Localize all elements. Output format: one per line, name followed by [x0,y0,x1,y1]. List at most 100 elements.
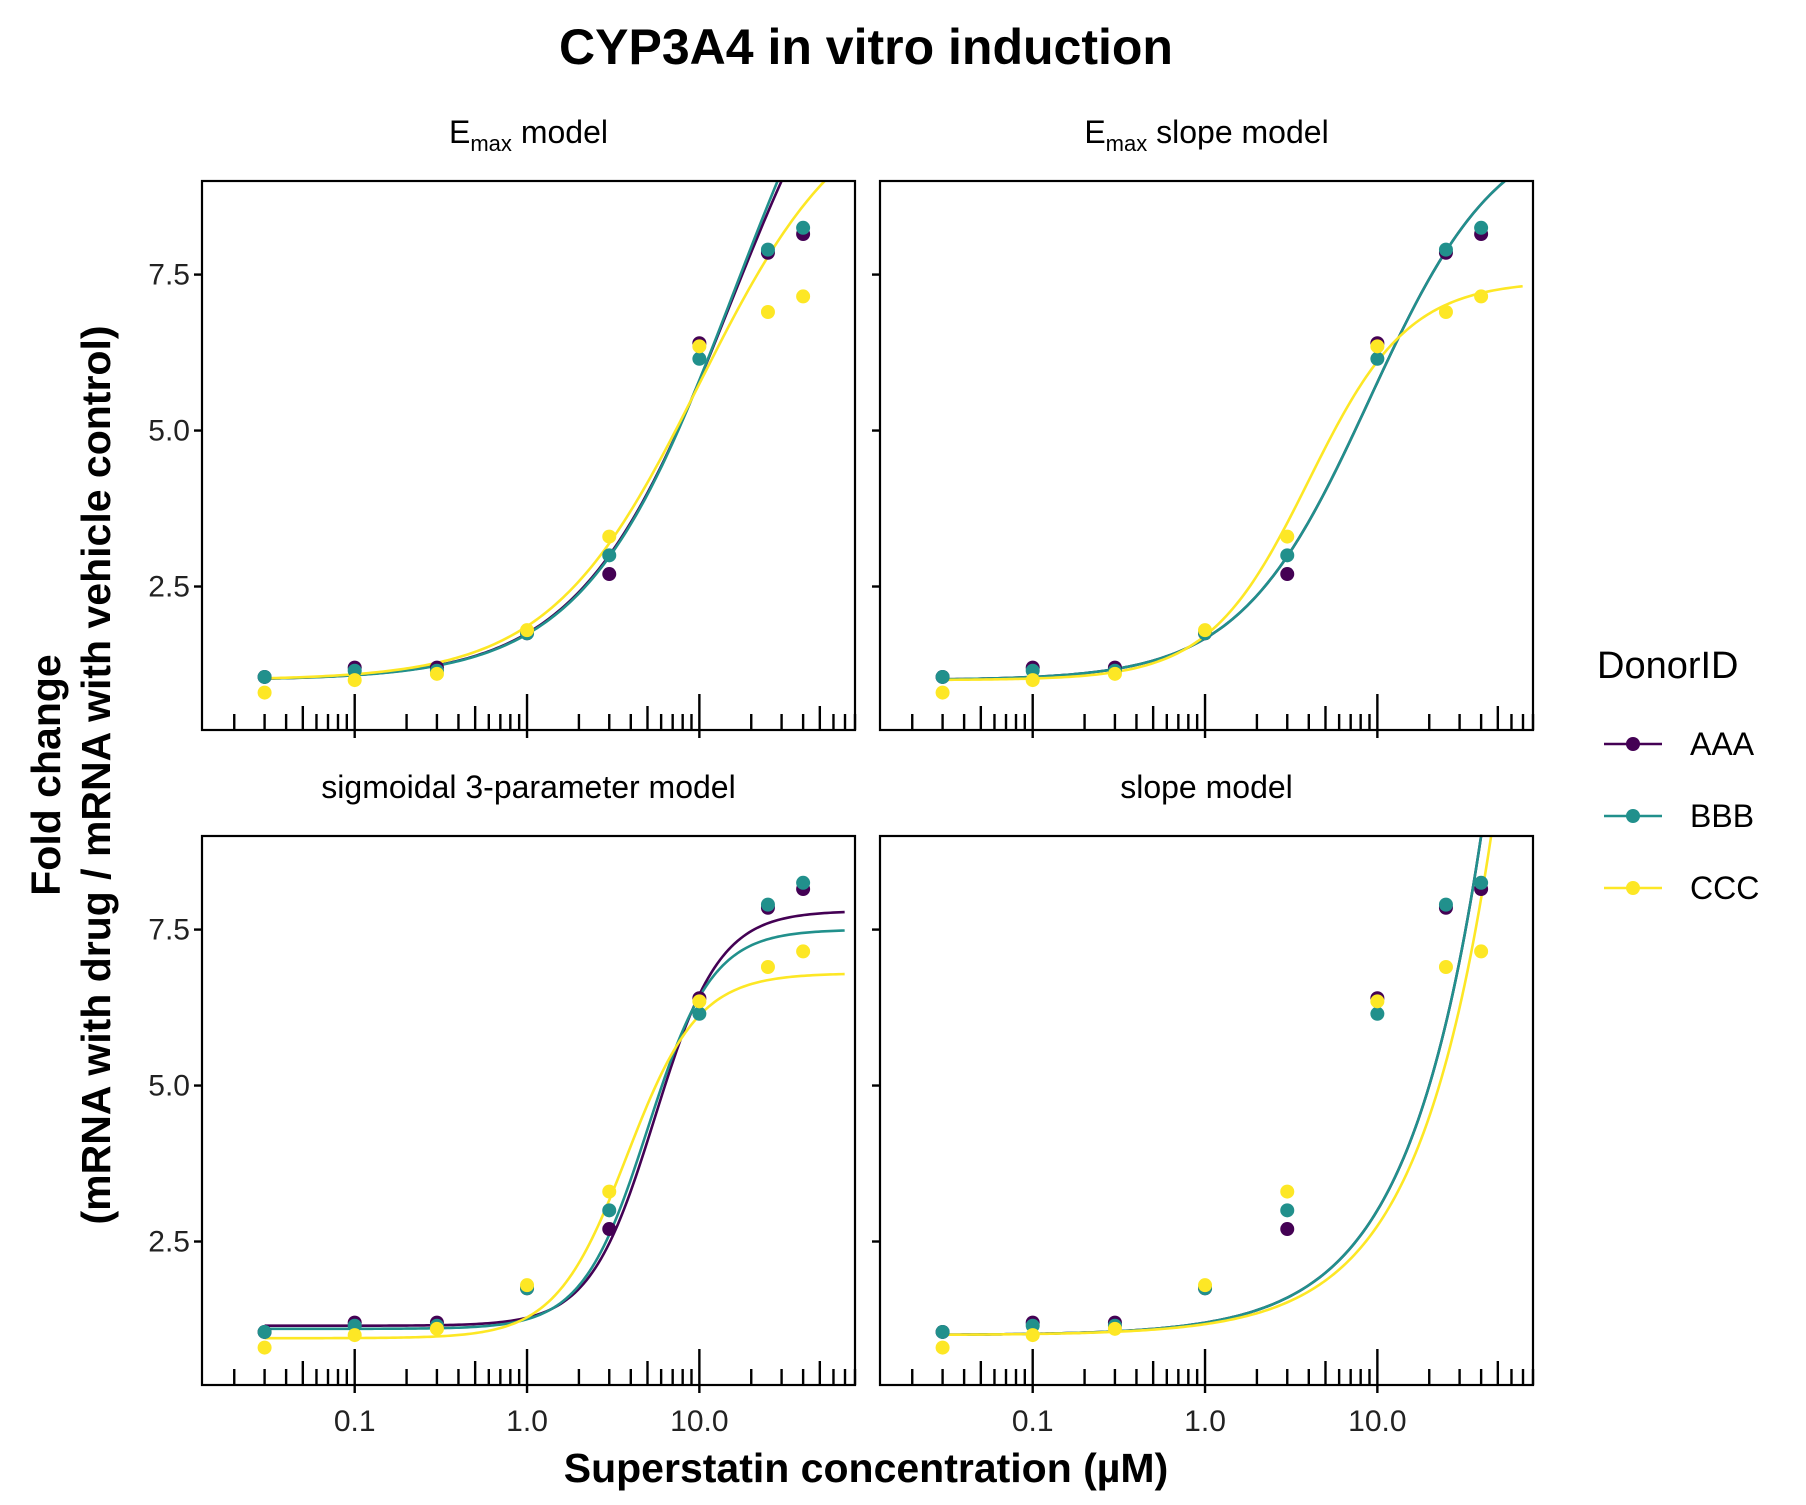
y-tick-label: 5.0 [148,1070,190,1103]
fit-curve-aaa [264,910,845,1328]
panel-title: Emax slope model [1084,114,1328,156]
point-bbb [257,669,272,684]
point-ccc [692,339,707,354]
x-tick-label: 1.0 [506,1405,548,1438]
point-bbb [692,1006,707,1021]
legend-label: AAA [1690,726,1755,762]
point-ccc [1198,1278,1213,1293]
point-ccc [1474,289,1489,304]
point-bbb [760,242,775,257]
x-tick-label: 10.0 [1348,1405,1406,1438]
point-bbb [1474,875,1489,890]
point-bbb [1474,220,1489,235]
legend-dot [1626,809,1640,823]
panel-border [200,179,857,732]
point-ccc [602,1184,617,1199]
point-bbb [1370,351,1385,366]
fit-curve-ccc [264,181,827,680]
point-ccc [257,685,272,700]
point-aaa [602,1222,617,1237]
panel-title: Emax model [449,114,608,156]
log-rug-ticks [233,1349,857,1385]
x-tick-label: 10.0 [670,1405,728,1438]
point-ccc [796,944,811,959]
legend-dot [1626,881,1640,895]
legend-dot [1626,737,1640,751]
point-ccc [602,529,617,544]
y-tick-label: 7.5 [148,259,190,292]
point-bbb [1438,897,1453,912]
panel-4: slope model 0.1 1.0 10.0 [872,769,1535,1438]
y-tick-label: 5.0 [148,415,190,448]
facet-panels: Emax model 2.5 5.0 7.5 Emax slope model sigmo… [148,114,1535,1438]
point-bbb [257,1324,272,1339]
legend-entry-aaa: AAA [1604,726,1755,762]
point-bbb [1438,242,1453,257]
point-bbb [1280,548,1295,563]
legend-title: DonorID [1597,645,1739,687]
point-ccc [429,666,444,681]
y-axis-title-line2: (mRNA with drug / mRNA with vehicle cont… [73,326,119,1225]
point-ccc [347,673,362,688]
point-ccc [1438,960,1453,975]
y-tick-label: 7.5 [148,914,190,947]
fit-curve-aaa [264,181,784,680]
x-tick-label: 1.0 [1184,1405,1226,1438]
point-ccc [429,1321,444,1336]
point-bbb [935,669,950,684]
panel-3: sigmoidal 3-parameter model 2.5 5.0 7.5 0.1 1… [148,769,857,1438]
point-ccc [935,685,950,700]
y-tick-label: 2.5 [148,571,190,604]
panel-border [878,179,1535,732]
x-axis-title: Superstatin concentration (µM) [564,1445,1169,1491]
y-tick-label: 2.5 [148,1226,190,1259]
point-ccc [1370,339,1385,354]
point-ccc [1370,994,1385,1009]
x-tick-label: 0.1 [334,1405,376,1438]
fit-curve-aaa [942,181,1507,681]
panel-title: slope model [1120,769,1293,805]
point-ccc [1107,1321,1122,1336]
point-bbb [1370,1006,1385,1021]
x-tick-label: 0.1 [1012,1405,1054,1438]
log-rug-ticks [911,1349,1535,1385]
fit-curve-aaa [942,836,1483,1337]
point-ccc [1025,673,1040,688]
fit-curve-bbb [942,181,1507,681]
panel-2: Emax slope model [872,114,1535,738]
point-bbb [760,897,775,912]
point-ccc [1198,623,1213,638]
fit-curve-ccc [942,836,1493,1337]
point-bbb [935,1324,950,1339]
point-ccc [935,1340,950,1355]
point-ccc [692,994,707,1009]
point-bbb [796,875,811,890]
point-ccc [347,1328,362,1343]
fit-curve-bbb [264,929,845,1331]
point-bbb [602,548,617,563]
point-ccc [1107,666,1122,681]
point-ccc [760,305,775,320]
point-ccc [520,1278,535,1293]
point-bbb [602,1203,617,1218]
point-ccc [796,289,811,304]
legend-entry-bbb: BBB [1604,798,1754,834]
legend-label: BBB [1690,798,1754,834]
fit-curve-bbb [942,836,1483,1337]
point-aaa [1280,567,1295,582]
point-ccc [520,623,535,638]
point-ccc [1025,1328,1040,1343]
log-rug-ticks [911,694,1535,730]
legend-entry-ccc: CCC [1604,870,1759,906]
panel-border [878,834,1535,1387]
log-rug-ticks [233,694,857,730]
point-aaa [602,567,617,582]
point-ccc [760,960,775,975]
point-bbb [692,351,707,366]
panel-border [200,834,857,1387]
fit-curve-ccc [264,972,845,1340]
point-ccc [1438,305,1453,320]
point-ccc [1474,944,1489,959]
point-bbb [796,220,811,235]
